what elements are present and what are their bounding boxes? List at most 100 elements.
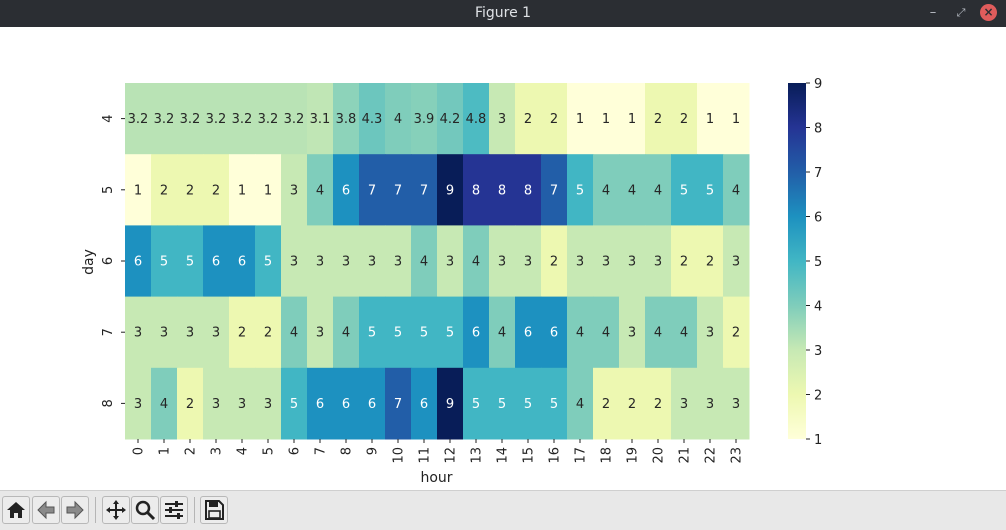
- y-tick-label: 4: [101, 114, 116, 122]
- cell-annotation: 5: [264, 255, 272, 270]
- heatmap-cell: [281, 83, 308, 155]
- heatmap-cell: [515, 225, 542, 298]
- y-tick-label: 5: [101, 186, 116, 194]
- colorbar-tick-label: 6: [814, 211, 822, 226]
- heatmap-cell: [125, 83, 152, 155]
- cell-annotations: 3.2 3.2 3.2 3.2 3.2 3.2 3.2 3.1 3.8 4.3 4 3.9 4.2 4.8…: [128, 112, 740, 412]
- cell-annotation: 3.2: [206, 112, 227, 127]
- heatmap-cell: [151, 225, 178, 298]
- minimize-button[interactable]: –: [929, 5, 937, 20]
- heatmap-cell: [619, 83, 646, 155]
- x-tick-label: 13: [470, 447, 485, 464]
- cell-annotation: 2: [654, 112, 662, 127]
- heatmap-cell: [385, 83, 412, 155]
- zoom-button[interactable]: [131, 496, 159, 524]
- matplotlib-toolbar: [0, 490, 1006, 530]
- heatmap-cell: [177, 367, 204, 440]
- heatmap-cell: [593, 296, 620, 369]
- cell-annotation: 3: [264, 397, 272, 412]
- home-button[interactable]: [2, 496, 30, 524]
- heatmap-cell: [489, 154, 516, 226]
- cell-annotation: 5: [290, 397, 298, 412]
- cell-annotation: 6: [316, 397, 324, 412]
- cell-annotation: 4.3: [362, 112, 383, 127]
- heatmap-cell: [437, 154, 464, 226]
- heatmap-cell: [177, 225, 204, 298]
- heatmap-cell: [333, 367, 360, 440]
- cell-annotation: 3: [498, 255, 506, 270]
- cell-annotation: 7: [550, 183, 558, 198]
- heatmap-cell: [723, 225, 750, 298]
- window-title: Figure 1: [474, 5, 532, 21]
- cell-annotation: 6: [524, 326, 532, 341]
- cell-annotation: 5: [576, 183, 584, 198]
- move-icon: [106, 500, 126, 520]
- heatmap-cell: [463, 225, 490, 298]
- heatmap-cell: [125, 225, 152, 298]
- heatmap-cell: [359, 83, 386, 155]
- x-tick-label: 10: [392, 447, 407, 464]
- heatmap-cell: [177, 296, 204, 369]
- back-button[interactable]: [32, 496, 60, 524]
- heatmap-cell: [515, 83, 542, 155]
- heatmap-cell: [645, 225, 672, 298]
- heatmap-cell: [333, 83, 360, 155]
- x-tick-label: 11: [418, 447, 433, 464]
- heatmap-cell: [229, 225, 256, 298]
- forward-button[interactable]: [61, 496, 89, 524]
- cell-annotation: 3: [732, 397, 740, 412]
- heatmap-cell: [281, 225, 308, 298]
- cell-annotation: 1: [264, 183, 272, 198]
- heatmap-cell: [489, 367, 516, 440]
- cell-annotation: 6: [472, 326, 480, 341]
- cell-annotation: 3: [186, 326, 194, 341]
- cell-annotation: 6: [212, 255, 220, 270]
- heatmap-cell: [203, 296, 230, 369]
- close-button[interactable]: ×: [980, 4, 997, 21]
- cell-annotation: 5: [680, 183, 688, 198]
- heatmap-cell: [333, 154, 360, 226]
- heatmap-cell: [333, 225, 360, 298]
- heatmap-cell: [541, 296, 568, 369]
- cell-annotation: 5: [706, 183, 714, 198]
- heatmap-figure: 3.2 3.2 3.2 3.2 3.2 3.2 3.2 3.1 3.8 4.3 4 3.9 4.2 4.8…: [81, 77, 822, 486]
- cell-annotation: 3: [316, 255, 324, 270]
- x-axis-ticks: 0 1 2 3 4 5 6 7 8 9 10 11 12 13 14 15 16 17 18 19 20 21 22 23: [132, 439, 745, 464]
- cell-annotation: 3: [654, 255, 662, 270]
- heatmap-cell: [697, 83, 724, 155]
- cell-annotation: 8: [498, 183, 506, 198]
- heatmap-cell: [281, 296, 308, 369]
- cell-annotation: 2: [238, 326, 246, 341]
- heatmap-cell: [515, 154, 542, 226]
- heatmap-cell: [359, 367, 386, 440]
- cell-annotation: 4.8: [466, 112, 487, 127]
- save-button[interactable]: [200, 496, 228, 524]
- pan-button[interactable]: [102, 496, 130, 524]
- home-icon: [7, 502, 25, 518]
- heatmap-cell: [697, 367, 724, 440]
- cell-annotation: 4: [732, 183, 740, 198]
- heatmap-cell: [307, 367, 334, 440]
- sliders-icon: [165, 501, 183, 519]
- cell-annotation: 8: [472, 183, 480, 198]
- cell-annotation: 1: [134, 183, 142, 198]
- heatmap-cell: [541, 154, 568, 226]
- cell-annotation: 3: [602, 255, 610, 270]
- heatmap-cell: [255, 83, 282, 155]
- heatmap-cell: [489, 83, 516, 155]
- configure-subplots-button[interactable]: [160, 496, 188, 524]
- heatmap-cell: [671, 225, 698, 298]
- colorbar-tick-label: 8: [814, 122, 822, 137]
- cell-annotation: 3.2: [180, 112, 201, 127]
- cell-annotation: 6: [134, 255, 142, 270]
- heatmap-cell: [645, 367, 672, 440]
- heatmap-cells: [125, 83, 750, 440]
- restore-button[interactable]: ⤢: [956, 6, 966, 19]
- cell-annotation: 4: [602, 326, 610, 341]
- heatmap-cell: [593, 154, 620, 226]
- arrow-right-icon: [66, 500, 84, 520]
- x-tick-label: 4: [236, 447, 251, 455]
- heatmap-cell: [411, 83, 438, 155]
- cell-annotation: 5: [550, 397, 558, 412]
- cell-annotation: 2: [550, 255, 558, 270]
